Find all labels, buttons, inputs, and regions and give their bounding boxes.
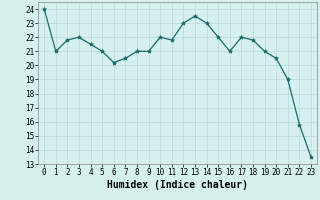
X-axis label: Humidex (Indice chaleur): Humidex (Indice chaleur): [107, 180, 248, 190]
